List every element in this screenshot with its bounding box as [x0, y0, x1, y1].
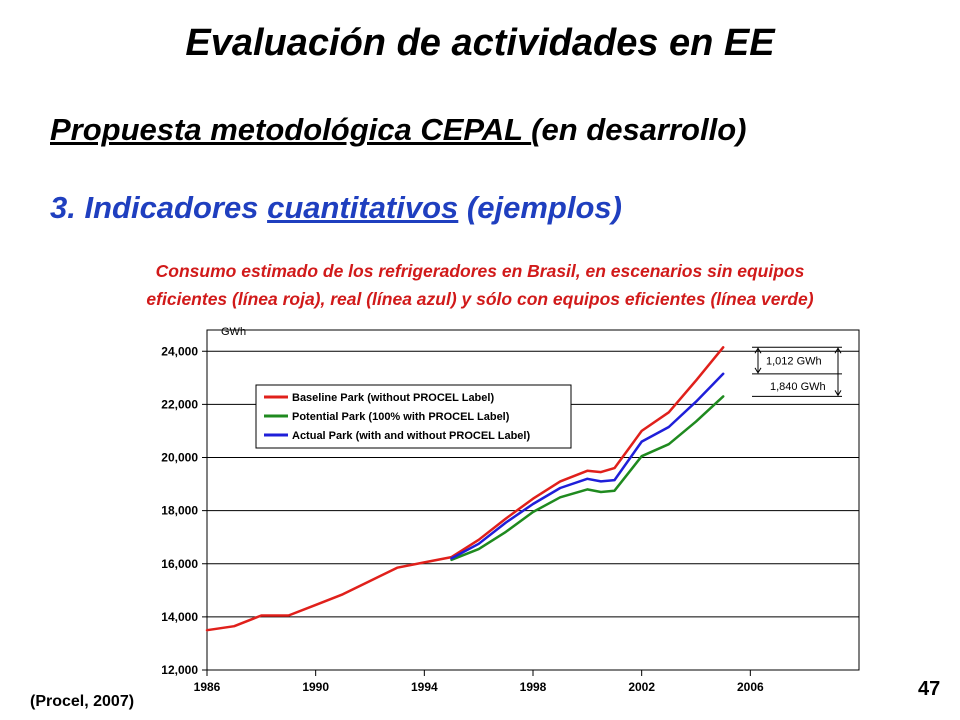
- section-prefix: 3. Indicadores: [50, 190, 268, 225]
- chart-caption: Consumo estimado de los refrigeradores e…: [20, 257, 940, 313]
- x-tick-label: 1990: [302, 680, 329, 694]
- x-tick-label: 1986: [194, 680, 221, 694]
- subtitle-rest-text: (en desarrollo): [531, 112, 747, 147]
- legend-label: Potential Park (100% with PROCEL Label): [292, 411, 510, 423]
- annotation-arrowheads-upper: [754, 347, 762, 374]
- x-tick-label: 1998: [520, 680, 547, 694]
- subtitle-underlined-text: Propuesta metodológica CEPAL: [50, 112, 532, 147]
- series-line-2: [450, 395, 725, 562]
- legend-box: [255, 384, 572, 449]
- caption-line-1: Consumo estimado de los refrigeradores e…: [155, 261, 805, 281]
- caption-line-2: eficientes (línea roja), real (línea azu…: [146, 289, 814, 309]
- legend-label: Baseline Park (without PROCEL Label): [292, 392, 494, 404]
- slide-subtitle: Propuesta metodológica CEPAL (en desarro…: [50, 112, 746, 148]
- annotation-arrowheads-total: [834, 347, 842, 397]
- y-tick-label: 14,000: [161, 610, 198, 624]
- y-tick-label: 18,000: [161, 504, 198, 518]
- annotation-label-1: 1,012 GWh: [766, 356, 822, 368]
- annotation-label-2: 1,840 GWh: [770, 381, 826, 393]
- y-tick-label: 20,000: [161, 451, 198, 465]
- section-suffix: (ejemplos): [458, 190, 622, 225]
- y-tick-label: 24,000: [161, 344, 198, 358]
- series-line-1: [205, 346, 725, 632]
- x-tick-label: 1994: [411, 680, 438, 694]
- page-number: 47: [918, 678, 941, 700]
- series-line-3: [450, 372, 725, 560]
- x-tick-label: 2006: [737, 680, 764, 694]
- section-underlined-text: cuantitativos: [267, 190, 459, 225]
- legend-label: Actual Park (with and without PROCEL Lab…: [292, 430, 530, 442]
- y-tick-label: 22,000: [161, 397, 198, 411]
- section-heading: 3. Indicadores cuantitativos (ejemplos): [50, 190, 622, 226]
- slide-title: Evaluación de actividades en EE: [185, 22, 775, 64]
- y-tick-label: 12,000: [161, 663, 198, 677]
- unit-label: GWh: [221, 326, 246, 338]
- y-tick-label: 16,000: [161, 557, 198, 571]
- x-tick-label: 2002: [628, 680, 655, 694]
- source-note: (Procel, 2007): [30, 693, 135, 710]
